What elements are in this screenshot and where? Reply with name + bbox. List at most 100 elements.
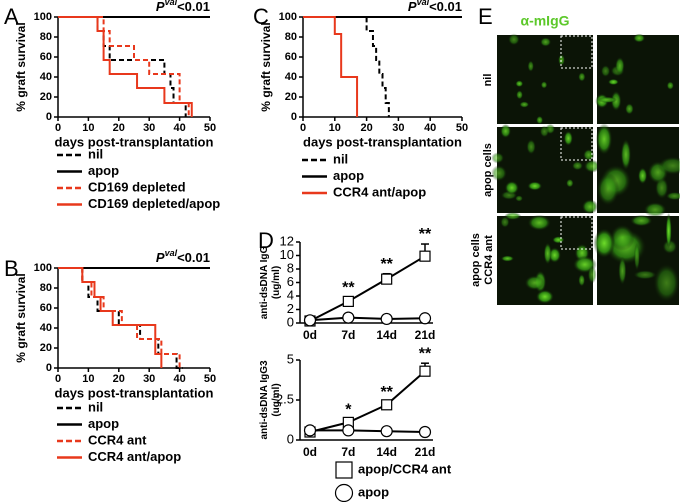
x-tick-label: 20 [360, 122, 372, 134]
stain [566, 178, 574, 188]
p-value-part: val [165, 0, 178, 7]
stain [500, 216, 510, 228]
y-axis-label: % graft survival [14, 273, 28, 362]
p-value: Pval<0.01 [156, 0, 210, 14]
row-label: apop cells [482, 143, 494, 197]
stain [491, 152, 505, 164]
legend-label: apop [358, 484, 389, 499]
stain [666, 81, 674, 90]
y-tick-label: 20 [40, 342, 52, 354]
stain [581, 199, 599, 215]
y-tick-label: 2 [287, 301, 294, 316]
legend-label: apop/CCR4 ant [358, 461, 452, 476]
y-tick-label: 80 [40, 31, 52, 43]
legend-label: nil [88, 146, 103, 161]
y-tick-label: 0 [287, 314, 294, 329]
x-tick-label: 20 [113, 373, 125, 385]
y-axis-label: anti-dsDNA IgG(ug/ml) [259, 246, 282, 320]
stain [539, 125, 550, 138]
inset-box [560, 127, 593, 161]
stain [600, 64, 611, 78]
x-tick-label: 30 [143, 373, 155, 385]
significance: ** [342, 280, 355, 297]
stain [657, 156, 680, 175]
y-tick-label: 4 [287, 287, 294, 302]
stain [609, 224, 635, 251]
legend-label: nil [333, 151, 348, 166]
panel-label: D [258, 228, 274, 253]
significance: ** [419, 345, 432, 362]
y-axis-label: anti-dsDNA IgG3(ug/ml) [259, 360, 282, 440]
stain [583, 148, 595, 161]
survival-curve [58, 16, 187, 117]
survival-curve [58, 267, 163, 368]
stain [515, 80, 524, 88]
y-tick-label: 80 [285, 31, 297, 43]
p-value-part: <0.01 [177, 250, 210, 265]
y-tick-label: 0 [287, 431, 294, 446]
x-tick-label: 10 [82, 373, 94, 385]
significance: ** [380, 384, 393, 401]
y-tick-label: 80 [40, 282, 52, 294]
line [309, 255, 426, 322]
x-tick-label: 7d [341, 328, 355, 342]
stain [536, 115, 544, 125]
inset-box [560, 35, 593, 69]
legend-label: nil [88, 399, 103, 414]
y-tick-label: 20 [285, 91, 297, 103]
stain [618, 256, 627, 286]
stain [491, 165, 508, 182]
y-axis-label-line: (ug/ml) [271, 266, 282, 299]
stain [527, 60, 535, 72]
significance: ** [419, 226, 432, 243]
stain [597, 96, 618, 104]
marker [418, 312, 432, 325]
stain [516, 90, 524, 100]
y-tick-label: 5 [287, 351, 294, 366]
y-tick-label: 10 [280, 247, 294, 262]
y-tick-label: 6 [287, 274, 294, 289]
y-axis-label-line: anti-dsDNA IgG [259, 246, 270, 320]
stain [526, 139, 536, 155]
marker [303, 314, 317, 327]
p-value-part: <0.01 [177, 0, 210, 14]
stain [615, 56, 625, 75]
stain [535, 289, 554, 304]
stain [607, 78, 619, 86]
x-tick-label: 30 [143, 122, 155, 134]
survival-curve [58, 16, 193, 117]
y-tick-label: 100 [34, 11, 52, 23]
stain [665, 191, 680, 201]
legend-label: CCR4 ant [88, 432, 147, 447]
stain [633, 33, 646, 43]
stain [665, 212, 672, 250]
x-tick-label: 40 [424, 122, 436, 134]
stain [637, 167, 648, 185]
x-tick-label: 50 [456, 122, 468, 134]
stain [527, 214, 552, 231]
y-tick-label: 100 [34, 262, 52, 274]
stain [540, 81, 548, 89]
stain [504, 212, 522, 220]
significance: * [345, 401, 352, 418]
p-value-part: <0.01 [429, 0, 462, 14]
micrograph [597, 35, 679, 124]
p-value-part: P [156, 250, 165, 265]
y-tick-label: 40 [40, 322, 52, 334]
y-tick-label: 2.5 [276, 391, 294, 406]
stain [557, 54, 566, 66]
x-tick-label: 10 [82, 122, 94, 134]
x-tick-label: 7d [341, 445, 355, 459]
marker [419, 250, 431, 262]
legend-label: apop [333, 168, 364, 183]
p-value-part: P [408, 0, 417, 14]
survival-curve [58, 267, 183, 369]
x-tick-label: 0d [303, 445, 317, 459]
micrographs: α-mIgG nil apop cells apop cellsCCR4 ant [470, 13, 680, 305]
x-tick-label: 50 [204, 373, 216, 385]
legend-swatch [335, 461, 353, 479]
panel-label: E [478, 4, 493, 29]
marker [342, 311, 355, 324]
x-tick-label: 40 [173, 373, 185, 385]
